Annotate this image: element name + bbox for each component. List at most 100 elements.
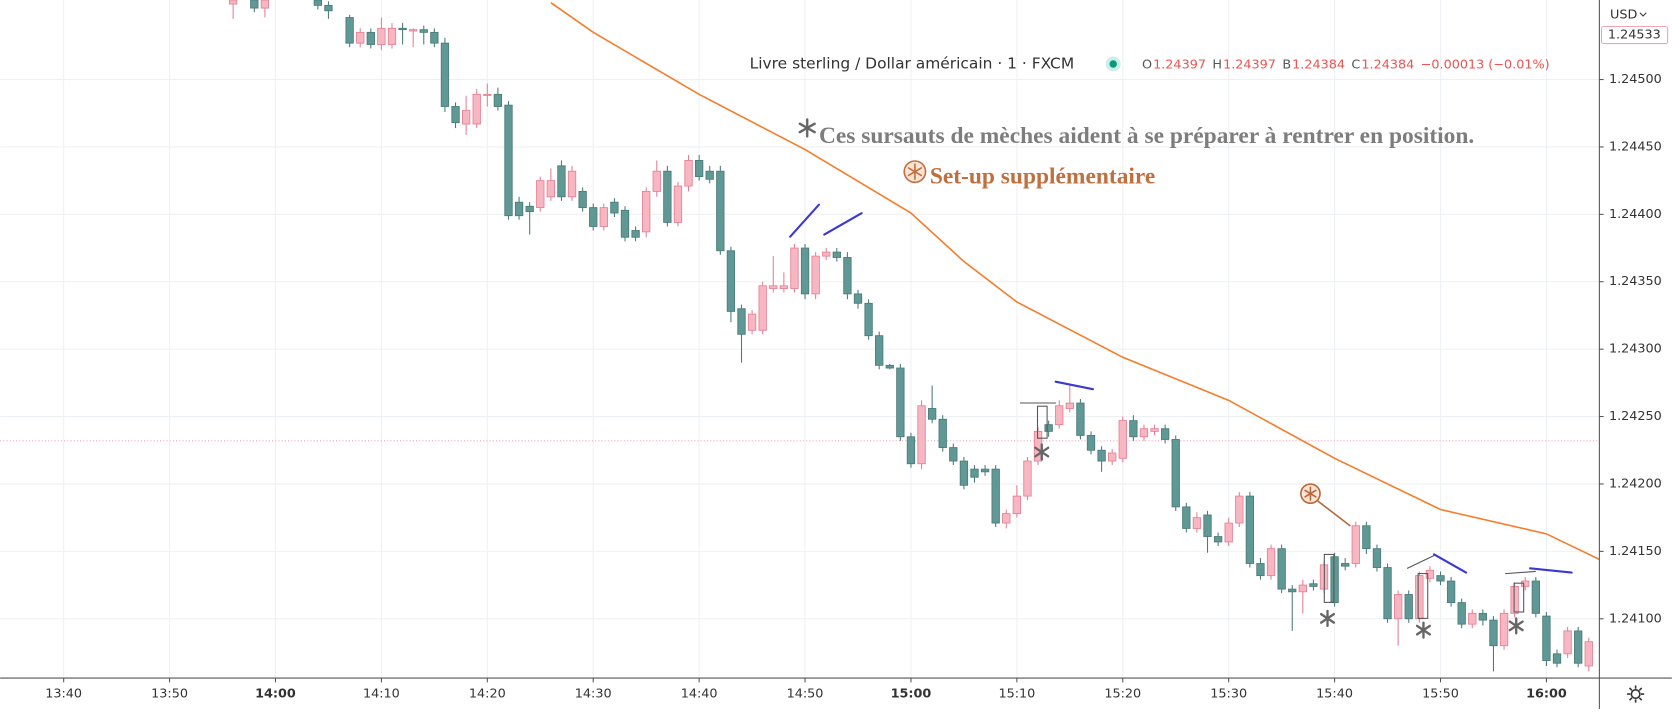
candle-body [1584, 641, 1593, 667]
candle-body [536, 180, 545, 209]
candle-body [1298, 584, 1307, 593]
candle-body [864, 302, 873, 337]
x-tick-label: 15:10 [998, 687, 1035, 702]
symbol-title: Livre sterling / Dollar américain · 1 · … [750, 54, 1075, 72]
candle-body [959, 460, 969, 486]
candle-body [1023, 460, 1032, 497]
candle-body [970, 468, 979, 478]
candle-body [758, 285, 767, 331]
trend-line [789, 203, 821, 238]
candle-body [250, 0, 259, 9]
candle-body [1446, 580, 1456, 604]
candle-body [483, 93, 492, 96]
candle-body [1478, 612, 1488, 621]
x-tick-label: 15:50 [1422, 687, 1459, 702]
setup-icon [903, 160, 927, 184]
candle-body [567, 170, 577, 198]
y-tick-label: 1.24250 [1609, 409, 1662, 424]
candle-body [1574, 630, 1583, 664]
price-marker-label: 1.24533 [1608, 28, 1661, 43]
candle-body [610, 201, 619, 214]
x-tick-label: 15:00 [891, 687, 932, 702]
x-tick-label: 16:00 [1526, 687, 1567, 702]
candle-body [1012, 495, 1022, 515]
candle-body [1499, 612, 1509, 647]
setup-icon [1300, 483, 1321, 505]
x-tick-label: 14:40 [681, 687, 718, 702]
candle-body [493, 93, 503, 107]
candle-body [832, 251, 841, 258]
x-tick-label: 15:30 [1210, 687, 1247, 702]
y-tick-label: 1.24150 [1609, 544, 1662, 559]
candle-body [1235, 495, 1244, 524]
x-tick-label: 14:00 [255, 687, 296, 702]
candle-body [1468, 612, 1477, 625]
trend-line [1529, 567, 1573, 574]
candle-body [1372, 548, 1382, 568]
candle-body [694, 159, 704, 178]
candle-body [525, 205, 534, 213]
settings-icon[interactable] [1627, 685, 1645, 703]
candle-body [557, 165, 566, 198]
currency-dropdown-icon[interactable] [1639, 12, 1647, 17]
status-dot [1109, 60, 1117, 68]
candle-body [1150, 428, 1159, 432]
candle-body [1203, 514, 1212, 537]
ohlc-value: 1.24397 [1153, 58, 1206, 73]
drawings [789, 118, 1573, 639]
candle-body [875, 335, 884, 366]
candle-body [409, 29, 418, 32]
candle-body [1531, 580, 1540, 614]
currency-label[interactable]: USD [1610, 7, 1637, 22]
candle-body [1351, 525, 1360, 564]
candle-body [726, 250, 736, 312]
candle-body [779, 285, 789, 289]
candle-body [737, 308, 746, 335]
candle-body [1171, 439, 1180, 508]
wick-box [1323, 553, 1335, 603]
x-tick-label: 14:30 [575, 687, 612, 702]
candle-body [631, 230, 640, 238]
candle-body [716, 170, 725, 252]
annotation: Ces sursauts de mèches aident à se prépa… [819, 123, 1474, 149]
candle-body [949, 447, 958, 462]
ohlc-legend: O 1.24397 H 1.24397 B 1.24384 C 1.24384 −0.00013… [1142, 58, 1550, 73]
candle-body [1002, 513, 1011, 524]
candle-body [1362, 525, 1371, 550]
candle-body [1415, 575, 1424, 620]
candle-body [800, 247, 810, 295]
ohlc-key: O [1142, 58, 1152, 73]
candle-body [1489, 619, 1498, 647]
candle-body [377, 27, 386, 45]
candle-body [1044, 424, 1053, 432]
candle-body [313, 0, 323, 6]
ohlc-change: −0.00013 (−0.01%) [1421, 58, 1550, 73]
candle-body [620, 209, 630, 238]
candle-body [366, 31, 375, 45]
candle-body [1213, 536, 1223, 543]
candle-body [843, 257, 852, 295]
candle-body [228, 0, 238, 5]
candle-body [451, 106, 460, 124]
wick-box [1417, 573, 1429, 619]
candle-body [1510, 585, 1519, 614]
candle-body [1055, 405, 1064, 426]
candle-body [546, 180, 556, 198]
candle-body [980, 468, 990, 473]
candle-body [324, 4, 333, 12]
candle-body [589, 207, 598, 227]
candle-body [514, 201, 524, 217]
candle-body [1563, 630, 1572, 655]
price-marker-box [1600, 25, 1669, 45]
candle-body [1425, 569, 1435, 579]
candle-body [398, 27, 407, 31]
x-tick-label: 13:50 [151, 687, 188, 702]
ohlc-key: H [1212, 58, 1222, 73]
candle-body [790, 247, 799, 289]
candle-body [927, 408, 937, 420]
candle-body [1393, 594, 1403, 620]
candle-body [1436, 575, 1445, 582]
candle-body [917, 405, 926, 465]
